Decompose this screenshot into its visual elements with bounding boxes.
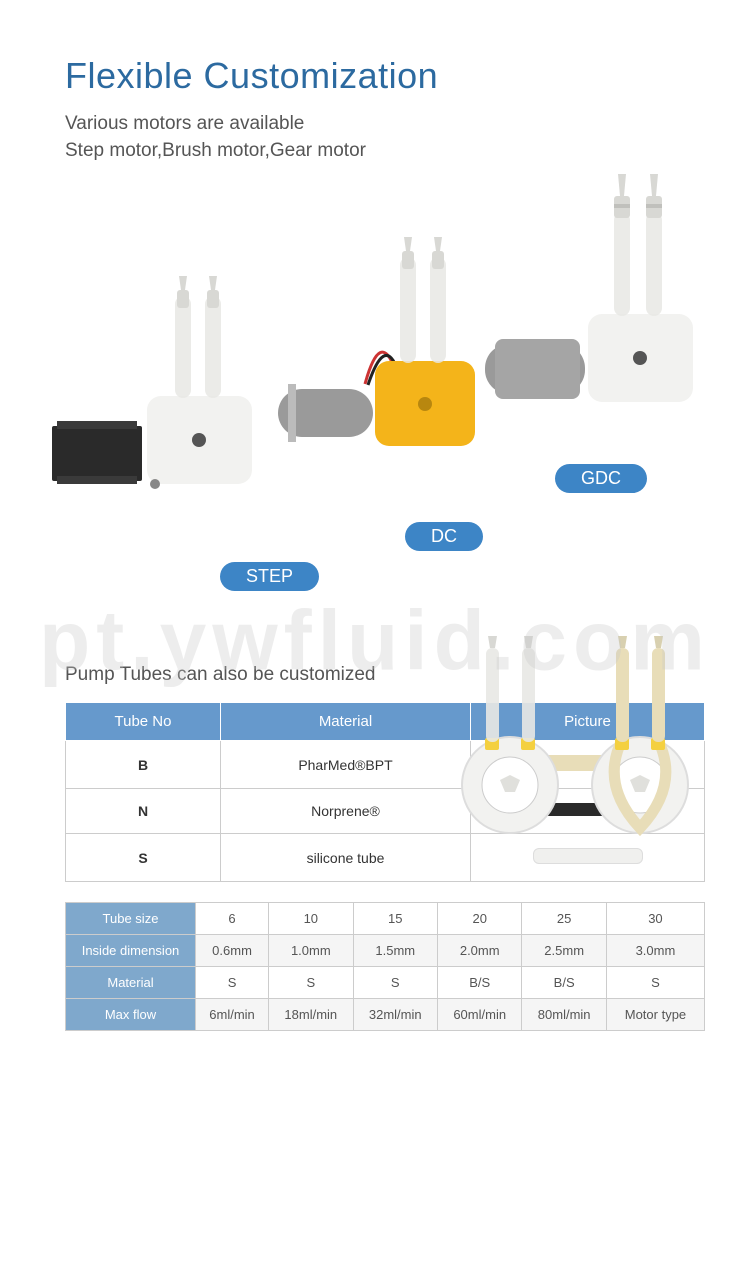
table-cell: 80ml/min xyxy=(522,999,606,1031)
table-row: MaterialSSSB/SB/SS xyxy=(66,967,705,999)
table-cell: S xyxy=(353,967,437,999)
table-cell: S xyxy=(269,967,353,999)
motor-label-dc: DC xyxy=(405,522,483,551)
table-cell: 6 xyxy=(196,903,269,935)
motor-illustration-area: STEP DC GDC xyxy=(65,174,702,644)
table-cell: 60ml/min xyxy=(437,999,521,1031)
motor-label-gdc: GDC xyxy=(555,464,647,493)
row-header: Material xyxy=(66,967,196,999)
table-cell: 25 xyxy=(522,903,606,935)
tube-no: B xyxy=(66,741,221,789)
table-row: Ssilicone tube xyxy=(66,834,705,882)
table-header: Material xyxy=(221,703,471,741)
table-cell: B/S xyxy=(522,967,606,999)
tube-material: PharMed®BPT xyxy=(221,741,471,789)
table-cell: S xyxy=(196,967,269,999)
table-cell: 1.5mm xyxy=(353,935,437,967)
subtitle-line2: Step motor,Brush motor,Gear motor xyxy=(65,138,702,165)
table-cell: 15 xyxy=(353,903,437,935)
row-header: Tube size xyxy=(66,903,196,935)
motor-gdc-image xyxy=(480,164,705,444)
row-header: Inside dimension xyxy=(66,935,196,967)
table-cell: 2.0mm xyxy=(437,935,521,967)
tube-material: Norprene® xyxy=(221,789,471,834)
table-cell: 2.5mm xyxy=(522,935,606,967)
pump-head-image xyxy=(440,630,710,840)
table-cell: 30 xyxy=(606,903,704,935)
motor-label-step: STEP xyxy=(220,562,319,591)
table-header: Tube No xyxy=(66,703,221,741)
page-title: Flexible Customization xyxy=(65,55,702,97)
table-cell: 18ml/min xyxy=(269,999,353,1031)
tube-picture xyxy=(471,834,705,882)
table-cell: 20 xyxy=(437,903,521,935)
row-header: Max flow xyxy=(66,999,196,1031)
table-cell: 10 xyxy=(269,903,353,935)
table-cell: Motor type xyxy=(606,999,704,1031)
subtitle: Various motors are available Step motor,… xyxy=(65,111,702,164)
table-cell: 1.0mm xyxy=(269,935,353,967)
tube-spec-table: Tube size61015202530Inside dimension0.6m… xyxy=(65,902,705,1031)
table-row: Tube size61015202530 xyxy=(66,903,705,935)
table-cell: S xyxy=(606,967,704,999)
table-cell: B/S xyxy=(437,967,521,999)
table-row: Max flow6ml/min18ml/min32ml/min60ml/min8… xyxy=(66,999,705,1031)
tube-no: S xyxy=(66,834,221,882)
tube-material: silicone tube xyxy=(221,834,471,882)
subtitle-line1: Various motors are available xyxy=(65,111,702,138)
table-cell: 3.0mm xyxy=(606,935,704,967)
motor-step-image xyxy=(47,266,277,506)
tube-no: N xyxy=(66,789,221,834)
table-cell: 32ml/min xyxy=(353,999,437,1031)
table-cell: 6ml/min xyxy=(196,999,269,1031)
motor-dc-image xyxy=(270,229,485,489)
table-row: Inside dimension0.6mm1.0mm1.5mm2.0mm2.5m… xyxy=(66,935,705,967)
table-cell: 0.6mm xyxy=(196,935,269,967)
